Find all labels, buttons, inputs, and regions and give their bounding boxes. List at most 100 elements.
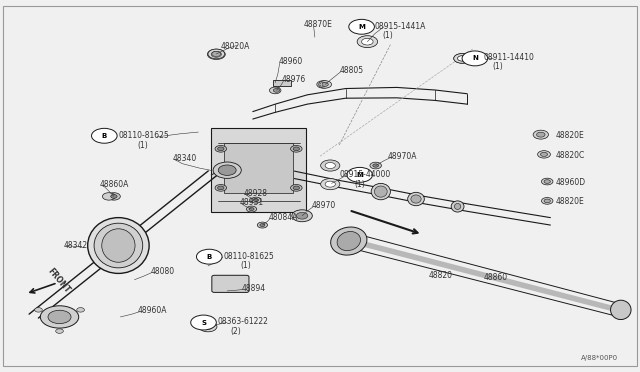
Circle shape bbox=[325, 163, 335, 169]
Ellipse shape bbox=[371, 183, 390, 200]
Ellipse shape bbox=[88, 218, 149, 273]
Text: 48805: 48805 bbox=[339, 66, 364, 75]
Ellipse shape bbox=[411, 195, 421, 203]
Text: 48894: 48894 bbox=[242, 284, 266, 293]
Circle shape bbox=[293, 186, 300, 190]
Circle shape bbox=[213, 162, 241, 178]
Circle shape bbox=[544, 180, 550, 183]
Circle shape bbox=[317, 81, 330, 88]
Circle shape bbox=[458, 56, 467, 61]
Circle shape bbox=[322, 83, 328, 86]
Text: 08110-81625: 08110-81625 bbox=[118, 131, 169, 140]
Circle shape bbox=[533, 130, 548, 139]
Circle shape bbox=[269, 87, 281, 94]
Text: (1): (1) bbox=[138, 141, 148, 150]
Circle shape bbox=[544, 199, 550, 203]
Circle shape bbox=[458, 56, 467, 61]
Circle shape bbox=[208, 49, 225, 59]
Circle shape bbox=[273, 89, 280, 92]
Circle shape bbox=[204, 324, 212, 329]
Circle shape bbox=[200, 322, 216, 331]
Text: 08915-44000: 08915-44000 bbox=[339, 170, 390, 179]
Circle shape bbox=[251, 197, 261, 203]
Circle shape bbox=[357, 36, 378, 48]
Circle shape bbox=[212, 51, 221, 57]
Circle shape bbox=[321, 179, 340, 190]
Text: 08363-61222: 08363-61222 bbox=[218, 317, 268, 326]
Ellipse shape bbox=[331, 227, 367, 255]
Circle shape bbox=[56, 329, 63, 333]
Ellipse shape bbox=[611, 300, 631, 320]
Circle shape bbox=[291, 145, 302, 152]
Text: 08110-81625: 08110-81625 bbox=[224, 252, 275, 261]
Text: (1): (1) bbox=[354, 180, 365, 189]
Text: 48870E: 48870E bbox=[304, 20, 333, 29]
Text: (1): (1) bbox=[493, 62, 504, 71]
Text: 48960D: 48960D bbox=[556, 178, 586, 187]
Circle shape bbox=[370, 162, 381, 169]
Circle shape bbox=[111, 195, 117, 198]
Circle shape bbox=[293, 147, 300, 151]
Circle shape bbox=[77, 308, 84, 312]
Text: 48820C: 48820C bbox=[556, 151, 585, 160]
FancyBboxPatch shape bbox=[273, 80, 291, 86]
Circle shape bbox=[362, 39, 372, 45]
Circle shape bbox=[249, 208, 254, 211]
Text: B: B bbox=[102, 133, 107, 139]
Circle shape bbox=[257, 222, 268, 228]
Circle shape bbox=[538, 151, 550, 158]
Circle shape bbox=[246, 206, 257, 212]
Ellipse shape bbox=[102, 229, 135, 262]
Text: B: B bbox=[207, 254, 212, 260]
Text: M: M bbox=[358, 24, 365, 30]
Text: 48020A: 48020A bbox=[221, 42, 250, 51]
Text: 48960A: 48960A bbox=[138, 306, 167, 315]
Ellipse shape bbox=[94, 223, 143, 268]
Text: M: M bbox=[356, 172, 363, 178]
Ellipse shape bbox=[451, 201, 464, 212]
Circle shape bbox=[372, 164, 378, 167]
Ellipse shape bbox=[337, 231, 360, 251]
Circle shape bbox=[362, 38, 373, 45]
Circle shape bbox=[454, 54, 470, 63]
Circle shape bbox=[454, 54, 470, 63]
Circle shape bbox=[218, 147, 224, 151]
Text: N: N bbox=[472, 55, 478, 61]
Ellipse shape bbox=[454, 203, 461, 209]
Circle shape bbox=[260, 224, 265, 227]
Circle shape bbox=[319, 81, 332, 88]
FancyBboxPatch shape bbox=[212, 275, 249, 292]
Text: 48970: 48970 bbox=[312, 201, 336, 210]
Circle shape bbox=[215, 185, 227, 191]
Text: 48860: 48860 bbox=[483, 273, 508, 282]
Circle shape bbox=[292, 210, 312, 222]
Circle shape bbox=[253, 199, 259, 202]
Circle shape bbox=[349, 19, 374, 34]
Circle shape bbox=[358, 36, 377, 47]
Circle shape bbox=[48, 310, 71, 324]
Text: 08915-1441A: 08915-1441A bbox=[374, 22, 426, 31]
Text: S: S bbox=[201, 320, 206, 326]
Text: 48820: 48820 bbox=[429, 271, 453, 280]
Text: 48970A: 48970A bbox=[387, 152, 417, 161]
Circle shape bbox=[196, 249, 222, 264]
Ellipse shape bbox=[408, 192, 424, 206]
Text: 48976: 48976 bbox=[282, 76, 306, 84]
Text: 48080: 48080 bbox=[150, 267, 175, 276]
Circle shape bbox=[325, 181, 335, 187]
FancyBboxPatch shape bbox=[211, 128, 306, 212]
Circle shape bbox=[321, 160, 340, 171]
Text: (1): (1) bbox=[240, 262, 251, 270]
Text: FRONT: FRONT bbox=[46, 267, 72, 295]
Circle shape bbox=[291, 185, 302, 191]
FancyBboxPatch shape bbox=[3, 6, 637, 366]
Circle shape bbox=[191, 315, 216, 330]
Circle shape bbox=[541, 198, 553, 204]
Circle shape bbox=[541, 178, 553, 185]
Circle shape bbox=[207, 49, 225, 60]
Circle shape bbox=[462, 51, 488, 66]
Circle shape bbox=[199, 321, 217, 332]
Text: 08911-14410: 08911-14410 bbox=[483, 53, 534, 62]
Text: (2): (2) bbox=[230, 327, 241, 336]
Text: 48342: 48342 bbox=[64, 241, 88, 250]
